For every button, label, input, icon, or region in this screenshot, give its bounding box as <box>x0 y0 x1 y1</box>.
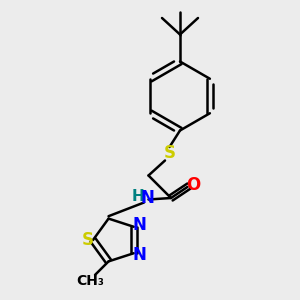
Text: S: S <box>164 144 175 162</box>
Text: CH₃: CH₃ <box>76 274 104 289</box>
Text: N: N <box>132 246 146 264</box>
Text: N: N <box>132 216 146 234</box>
Text: O: O <box>186 176 201 194</box>
Text: H: H <box>132 189 144 204</box>
Text: S: S <box>82 231 94 249</box>
Text: N: N <box>140 189 154 207</box>
